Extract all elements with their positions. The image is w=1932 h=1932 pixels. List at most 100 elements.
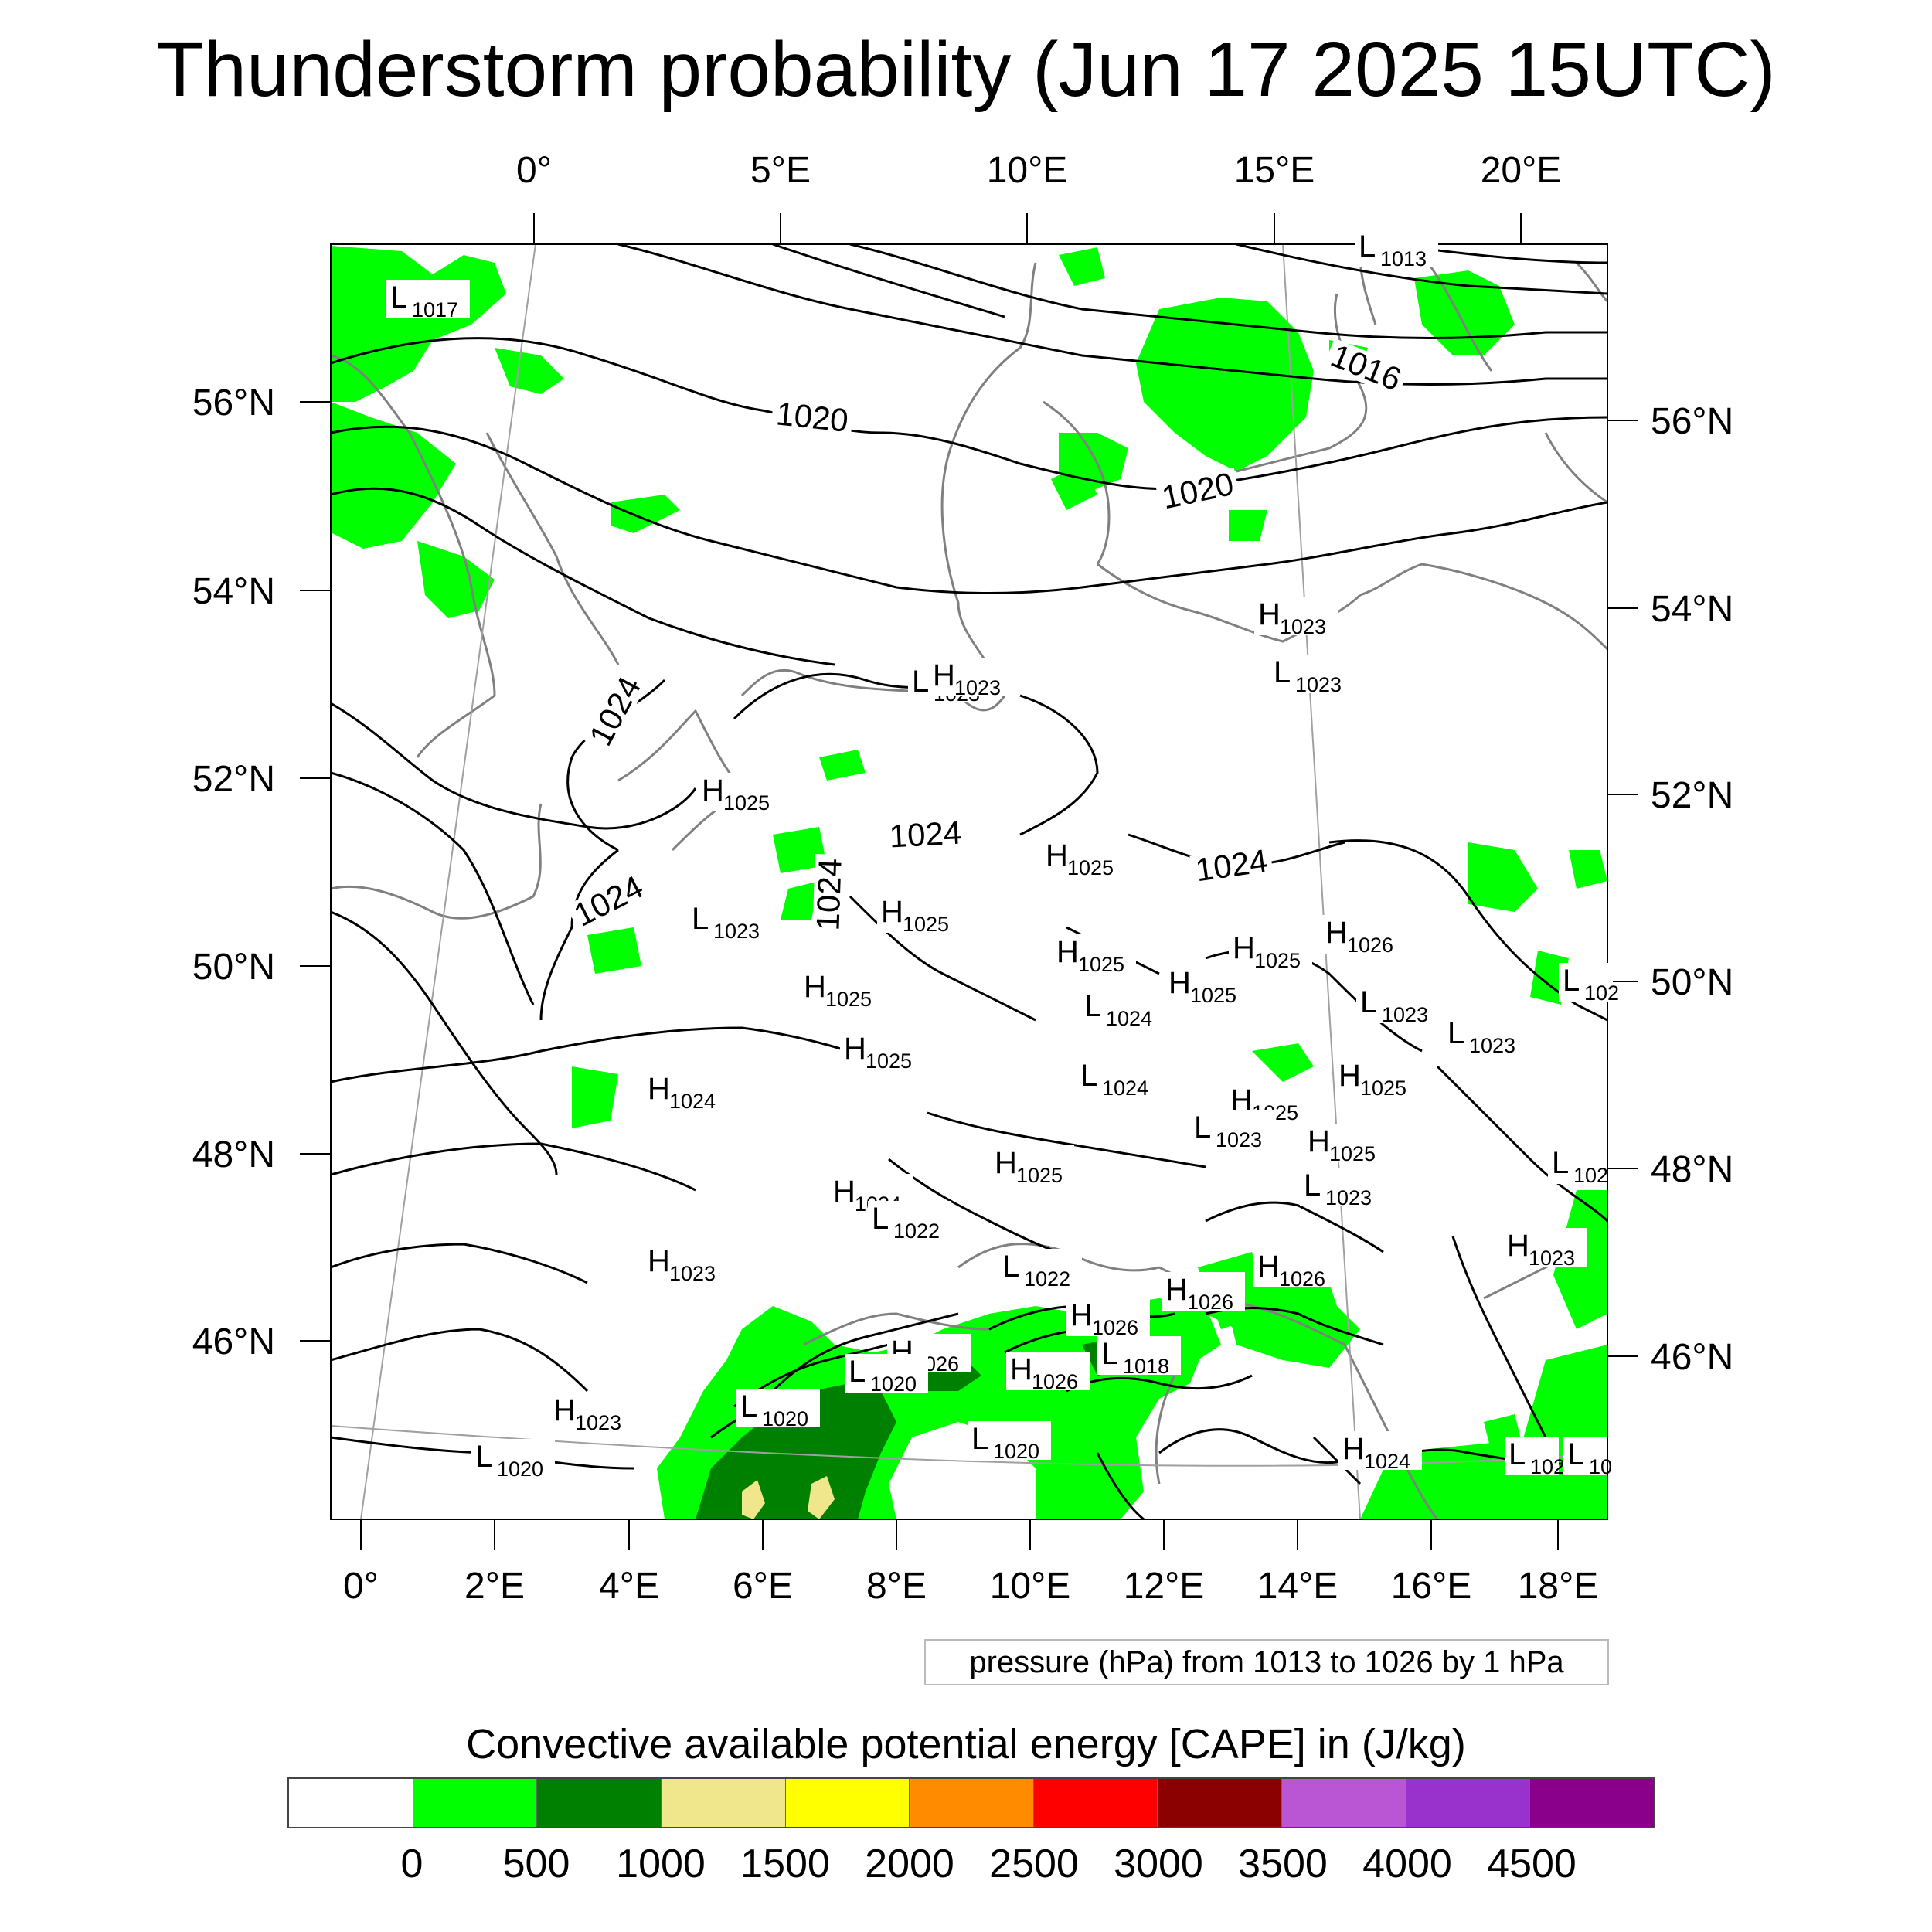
low-center-value: 1018 [1123, 1355, 1169, 1378]
high-center-label: H [1257, 1250, 1280, 1284]
high-center-label: H [881, 895, 903, 929]
high-center-value: 1025 [1190, 984, 1236, 1007]
colorbar-swatch [1033, 1779, 1158, 1827]
high-center-label: H [1165, 1273, 1188, 1307]
low-center-label: L [1567, 1437, 1584, 1471]
left-lat-label: 54°N [192, 571, 275, 612]
high-center-value: 1025 [1078, 953, 1124, 976]
colorbar-swatch [413, 1779, 538, 1827]
low-center-label: L [1304, 1168, 1321, 1202]
low-center-value: 1020 [870, 1372, 917, 1396]
right-lat-label: 52°N [1651, 775, 1733, 816]
bottom-lon-label: 8°E [866, 1566, 927, 1607]
low-center-value: 102 [1584, 981, 1619, 1005]
high-center-value: 1025 [1254, 949, 1301, 972]
low-center-value: 1020 [993, 1440, 1039, 1463]
colorbar [287, 1777, 1655, 1828]
colorbar-label: 2000 [865, 1842, 954, 1886]
high-center-value: 1023 [575, 1411, 621, 1434]
high-center-value: 1023 [1529, 1247, 1575, 1270]
low-center-label: L [1002, 1250, 1019, 1284]
colorbar-label: 3000 [1114, 1842, 1203, 1886]
high-center-label: H [1342, 1432, 1365, 1466]
high-center-label: H [1168, 966, 1191, 1000]
isobars [331, 244, 1607, 1519]
high-center-value: 1023 [1280, 615, 1326, 638]
right-lat-label: 56°N [1651, 401, 1733, 442]
high-center-value: 1025 [866, 1049, 912, 1073]
high-center-label: H [804, 970, 826, 1004]
isobar-label: 1024 [889, 815, 963, 855]
coastlines [331, 254, 1607, 1519]
high-center-label: H [1507, 1229, 1529, 1263]
left-lat-label: 56°N [192, 383, 275, 423]
high-center-value: 1026 [1187, 1291, 1233, 1314]
left-lat-label: 46°N [192, 1321, 275, 1362]
colorbar-label: 4000 [1362, 1842, 1452, 1886]
top-longitude-labels: 0° 5°E 10°E 15°E 20°E [516, 150, 1561, 191]
left-lat-label: 48°N [192, 1134, 275, 1175]
colorbar-label: 1000 [616, 1842, 706, 1886]
right-lat-label: 46°N [1651, 1337, 1733, 1378]
high-center-value: 1023 [669, 1262, 716, 1285]
low-center-label: L [912, 665, 929, 699]
colorbar-swatch [661, 1779, 786, 1827]
high-center-value: 1025 [903, 913, 949, 936]
top-lon-label: 10°E [987, 150, 1068, 191]
low-center-value: 1023 [713, 920, 760, 943]
high-center-value: 1026 [1279, 1267, 1325, 1291]
low-center-label: L [740, 1389, 757, 1423]
right-lat-label: 54°N [1651, 589, 1733, 630]
low-center-label: L [1084, 989, 1101, 1023]
chart-title: Thunderstorm probability (Jun 17 2025 15… [156, 26, 1776, 113]
high-center-label: H [553, 1393, 576, 1427]
bottom-lon-label: 16°E [1391, 1566, 1472, 1607]
bottom-lon-label: 0° [343, 1566, 379, 1607]
high-center-label: H [1056, 935, 1079, 969]
high-center-label: H [833, 1175, 855, 1209]
high-center-label: H [844, 1032, 866, 1066]
high-center-value: 1024 [669, 1090, 716, 1113]
bottom-lon-label: 2°E [464, 1566, 525, 1607]
colorbar-swatch [1158, 1779, 1283, 1827]
high-center-value: 1025 [1329, 1142, 1376, 1165]
colorbar-label: 500 [502, 1842, 570, 1886]
bottom-lon-label: 10°E [990, 1566, 1071, 1607]
low-center-label: L [1563, 964, 1580, 998]
right-lat-label: 48°N [1651, 1149, 1733, 1190]
bottom-lon-label: 18°E [1518, 1566, 1599, 1607]
graticule [331, 244, 1607, 1519]
left-lat-label: 52°N [192, 759, 275, 800]
high-center-label: H [1046, 838, 1068, 872]
low-center-value: 1020 [497, 1458, 543, 1481]
legend-title: Convective available potential energy [C… [466, 1721, 1466, 1767]
axis-ticks [300, 213, 1638, 1550]
colorbar-label: 3500 [1238, 1842, 1328, 1886]
bottom-lon-label: 4°E [599, 1566, 659, 1607]
low-center-value: 1024 [1102, 1077, 1148, 1100]
high-center-label: H [1233, 931, 1255, 965]
high-center-label: H [1070, 1298, 1093, 1332]
colorbar-label: 4500 [1487, 1842, 1577, 1886]
high-center-label: H [1258, 597, 1281, 631]
low-center-label: L [971, 1422, 988, 1456]
low-center-label: L [475, 1440, 492, 1474]
cape-area-1000-1500 [742, 1476, 835, 1519]
low-center-value: 1022 [893, 1219, 940, 1243]
map-frame [330, 243, 1608, 1520]
high-center-value: 1025 [1016, 1164, 1063, 1187]
low-center-value: 10 [1589, 1455, 1612, 1478]
high-center-value: 1026 [1092, 1316, 1138, 1339]
colorbar-swatch [910, 1779, 1034, 1827]
colorbar-swatch [1406, 1779, 1531, 1827]
map-panel [331, 244, 1607, 1519]
low-center-value: 1023 [1295, 673, 1342, 696]
high-center-label: H [648, 1244, 670, 1278]
high-center-value: 1026 [1032, 1370, 1078, 1393]
high-center-label: H [1338, 1059, 1361, 1093]
low-center-label: L [692, 902, 709, 936]
low-center-value: 1017 [412, 298, 458, 321]
low-center-value: 1023 [1325, 1186, 1372, 1209]
low-center-label: L [1447, 1016, 1464, 1050]
